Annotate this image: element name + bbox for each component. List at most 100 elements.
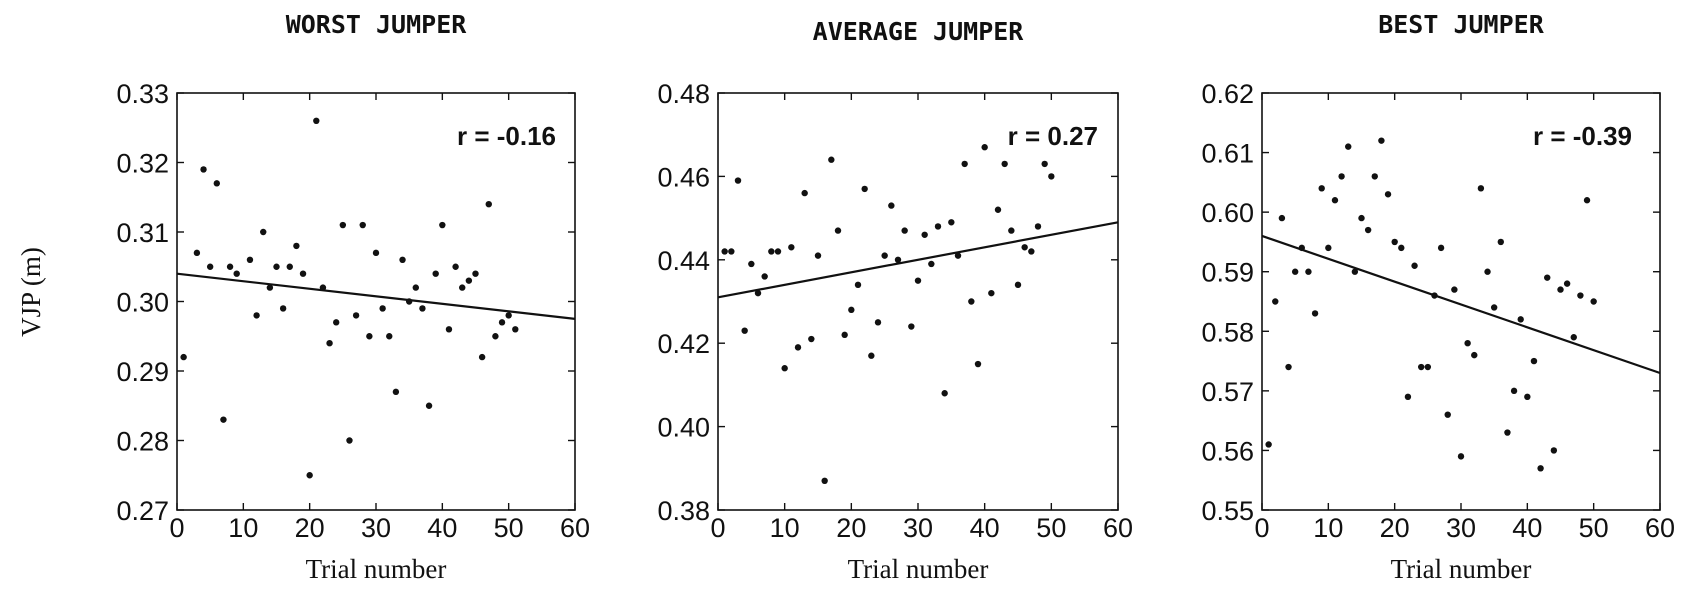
data-point: [279, 305, 287, 312]
data-point: [1371, 173, 1378, 180]
data-point: [788, 244, 795, 251]
data-point: [459, 284, 466, 291]
panel-2: AVERAGE JUMPER 0 10 20 30 40 50 60 0.38 0.40 0.42 0…: [657, 17, 1133, 584]
data-point: [1424, 363, 1432, 371]
data-point: [1021, 244, 1028, 251]
data-point: [754, 289, 762, 297]
data-point: [1338, 173, 1345, 180]
y-tick-label: 0.61: [1201, 139, 1254, 169]
data-point: [1384, 191, 1392, 198]
data-point: [478, 353, 486, 361]
data-point: [968, 298, 975, 305]
data-point: [981, 144, 988, 151]
data-point: [359, 221, 366, 229]
data-point: [465, 277, 473, 284]
data-point: [1265, 441, 1272, 448]
data-point: [888, 202, 895, 209]
x-tick-label: 20: [295, 513, 325, 543]
data-point: [1550, 447, 1558, 454]
data-point: [412, 284, 419, 291]
data-point: [1563, 280, 1571, 287]
data-point: [492, 333, 499, 340]
y-tick-label: 0.48: [657, 79, 710, 109]
data-point: [921, 231, 928, 238]
data-point: [1404, 393, 1412, 401]
data-point: [1444, 411, 1451, 418]
data-point: [1497, 238, 1505, 246]
x-tick-label: 60: [560, 513, 590, 543]
data-point: [346, 437, 353, 444]
x-axis-label: Trial number: [306, 554, 447, 584]
y-tick-label: 0.58: [1201, 317, 1254, 347]
data-point: [1484, 268, 1491, 275]
data-point: [1517, 316, 1524, 323]
data-point: [1048, 173, 1055, 180]
x-tick-label: 40: [427, 513, 457, 543]
data-point: [1431, 292, 1438, 299]
data-point: [372, 249, 380, 257]
data-point: [1325, 244, 1332, 252]
x-tick-label: 30: [1446, 513, 1476, 543]
y-tick-label: 0.32: [116, 149, 169, 179]
data-point: [1278, 214, 1286, 222]
data-point: [1510, 387, 1518, 395]
data-point: [1398, 244, 1405, 252]
data-point: [881, 252, 888, 259]
data-point: [774, 248, 782, 255]
data-point: [814, 252, 822, 259]
data-point: [734, 177, 742, 184]
data-point: [193, 249, 201, 257]
data-point: [1590, 298, 1597, 305]
y-tick-label: 0.46: [657, 162, 710, 192]
data-point: [445, 326, 453, 333]
y-tick-label: 0.33: [116, 79, 169, 109]
data-point: [1351, 268, 1359, 275]
x-tick-label: 40: [1512, 513, 1542, 543]
y-tick-label: 0.62: [1201, 79, 1254, 109]
x-tick-label: 50: [1579, 513, 1609, 543]
x-tick-label: 60: [1645, 513, 1675, 543]
correlation-annotation: r = 0.27: [1008, 121, 1098, 151]
data-point: [1524, 393, 1531, 401]
x-tick-label: 30: [903, 513, 933, 543]
data-point: [220, 416, 227, 423]
data-point: [908, 323, 915, 330]
data-point: [253, 312, 260, 319]
data-point: [1471, 351, 1478, 359]
data-point: [954, 252, 962, 259]
data-point: [1537, 465, 1544, 472]
data-point: [293, 242, 300, 250]
y-tick-label: 0.31: [116, 218, 169, 248]
data-point: [1583, 197, 1591, 204]
data-point: [1530, 357, 1538, 365]
data-point: [419, 305, 426, 312]
data-point: [988, 289, 995, 297]
data-point: [794, 344, 802, 351]
y-tick-label: 0.30: [116, 288, 169, 318]
data-point: [1305, 268, 1312, 275]
y-tick-label: 0.55: [1201, 496, 1254, 526]
data-point: [1490, 304, 1498, 311]
data-point: [485, 201, 492, 208]
data-point: [1345, 143, 1352, 150]
x-tick-label: 0: [710, 513, 725, 543]
x-tick-label: 10: [770, 513, 800, 543]
panel-3: BEST JUMPER 0 10 20 30 40 50 60 0.55 0.56 0.57 0.58…: [1201, 10, 1675, 584]
data-point: [299, 270, 307, 277]
data-point: [861, 185, 868, 193]
regression-line: [176, 272, 576, 320]
data-point: [1464, 340, 1471, 347]
data-point: [226, 263, 234, 270]
data-point: [333, 319, 340, 326]
data-point: [721, 248, 728, 255]
data-point: [1041, 160, 1048, 168]
data-point: [326, 340, 333, 347]
data-point: [498, 319, 506, 326]
data-point: [941, 390, 948, 397]
data-point: [439, 221, 446, 229]
y-tick-label: 0.29: [116, 357, 169, 387]
data-point: [728, 248, 735, 255]
shared-y-axis-label: VJP (m): [16, 247, 46, 337]
data-point: [768, 248, 775, 255]
data-point: [1391, 238, 1398, 246]
